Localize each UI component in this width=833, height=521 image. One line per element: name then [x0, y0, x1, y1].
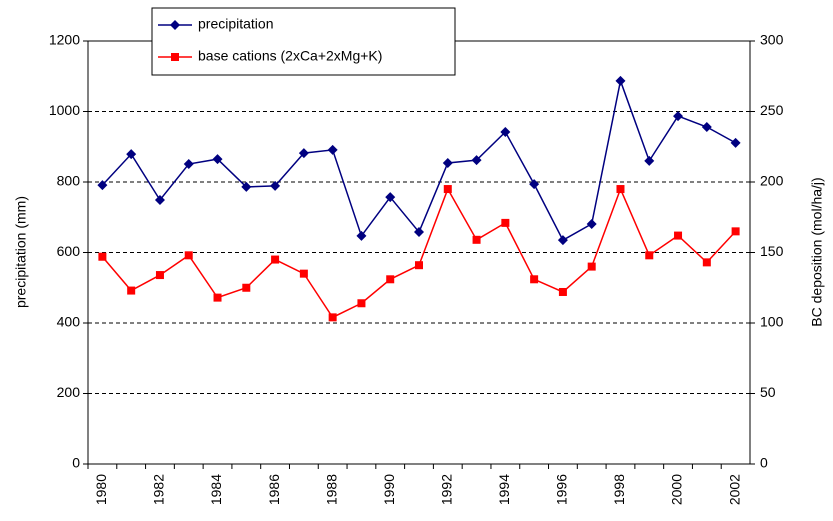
data-point: [299, 269, 308, 278]
x-tick-label: 2000: [669, 474, 685, 505]
data-point: [645, 251, 654, 260]
data-point: [730, 137, 741, 148]
data-point: [500, 126, 511, 137]
data-point: [328, 313, 337, 322]
data-point: [184, 251, 193, 260]
y-tick-label: 1200: [49, 32, 80, 48]
y2-tick-label: 300: [760, 32, 784, 48]
data-point: [557, 235, 568, 246]
y2-axis-title: BC deposition (mol/ha/j): [809, 177, 825, 326]
data-point: [471, 155, 482, 166]
x-tick-label: 1988: [323, 474, 339, 505]
y-tick-label: 0: [72, 455, 80, 471]
y2-tick-label: 150: [760, 243, 784, 259]
legend-label: base cations (2xCa+2xMg+K): [198, 48, 382, 64]
data-point: [442, 157, 453, 168]
data-point: [212, 154, 223, 165]
y-tick-label: 800: [57, 173, 81, 189]
data-point: [674, 231, 683, 240]
series-line: [101, 78, 736, 242]
data-point: [241, 181, 252, 192]
legend-label: precipitation: [198, 16, 274, 32]
x-tick-label: 1996: [554, 474, 570, 505]
data-point: [701, 122, 712, 133]
data-point: [443, 185, 452, 194]
data-point: [472, 235, 481, 244]
data-point: [385, 192, 396, 203]
data-point: [644, 155, 655, 166]
data-point: [270, 180, 281, 191]
legend: precipitation base cations (2xCa+2xMg+K): [151, 7, 456, 76]
x-tick-label: 2002: [726, 474, 742, 505]
data-point: [586, 218, 597, 229]
data-point: [127, 286, 136, 295]
data-point: [213, 293, 222, 302]
data-point: [415, 261, 423, 270]
data-point: [154, 194, 165, 205]
data-point: [155, 271, 164, 280]
y2-tick-label: 200: [760, 173, 784, 189]
data-point: [702, 258, 711, 267]
data-point: [271, 255, 280, 264]
data-point: [501, 218, 510, 227]
y-tick-label: 200: [57, 384, 81, 400]
y-tick-label: 600: [57, 243, 81, 259]
y2-tick-label: 0: [760, 455, 768, 471]
data-point: [98, 252, 107, 261]
data-point: [558, 287, 567, 296]
y-axis-title: precipitation (mm): [13, 196, 29, 308]
x-tick-label: 1990: [381, 474, 397, 505]
data-point: [327, 144, 338, 155]
y2-tick-label: 250: [760, 102, 784, 118]
legend-marker: [171, 53, 179, 61]
data-point: [298, 148, 309, 159]
data-point: [731, 227, 740, 236]
data-point: [587, 262, 596, 271]
y-tick-label: 1000: [49, 102, 80, 118]
x-tick-label: 1992: [438, 474, 454, 505]
data-point: [615, 75, 626, 86]
y-tick-label: 400: [57, 314, 81, 330]
x-tick-label: 1980: [93, 474, 109, 505]
data-point: [97, 180, 108, 191]
legend-box: [151, 7, 456, 76]
data-point: [529, 179, 540, 190]
data-point: [126, 149, 137, 160]
data-point: [357, 299, 366, 308]
y2-tick-label: 50: [760, 384, 776, 400]
x-tick-label: 1986: [266, 474, 282, 505]
data-point: [242, 283, 251, 292]
legend-marker: [170, 20, 180, 30]
data-point: [183, 159, 194, 170]
y2-tick-label: 100: [760, 314, 784, 330]
x-tick-label: 1998: [611, 474, 627, 505]
data-point: [356, 230, 367, 241]
data-point: [673, 111, 684, 122]
data-point: [386, 275, 395, 284]
data-point: [530, 275, 539, 284]
data-point: [414, 227, 424, 238]
series-line: [101, 187, 737, 319]
x-tick-label: 1994: [496, 474, 512, 505]
data-point: [616, 185, 625, 194]
x-tick-label: 1984: [208, 474, 224, 505]
x-tick-label: 1982: [151, 474, 167, 505]
